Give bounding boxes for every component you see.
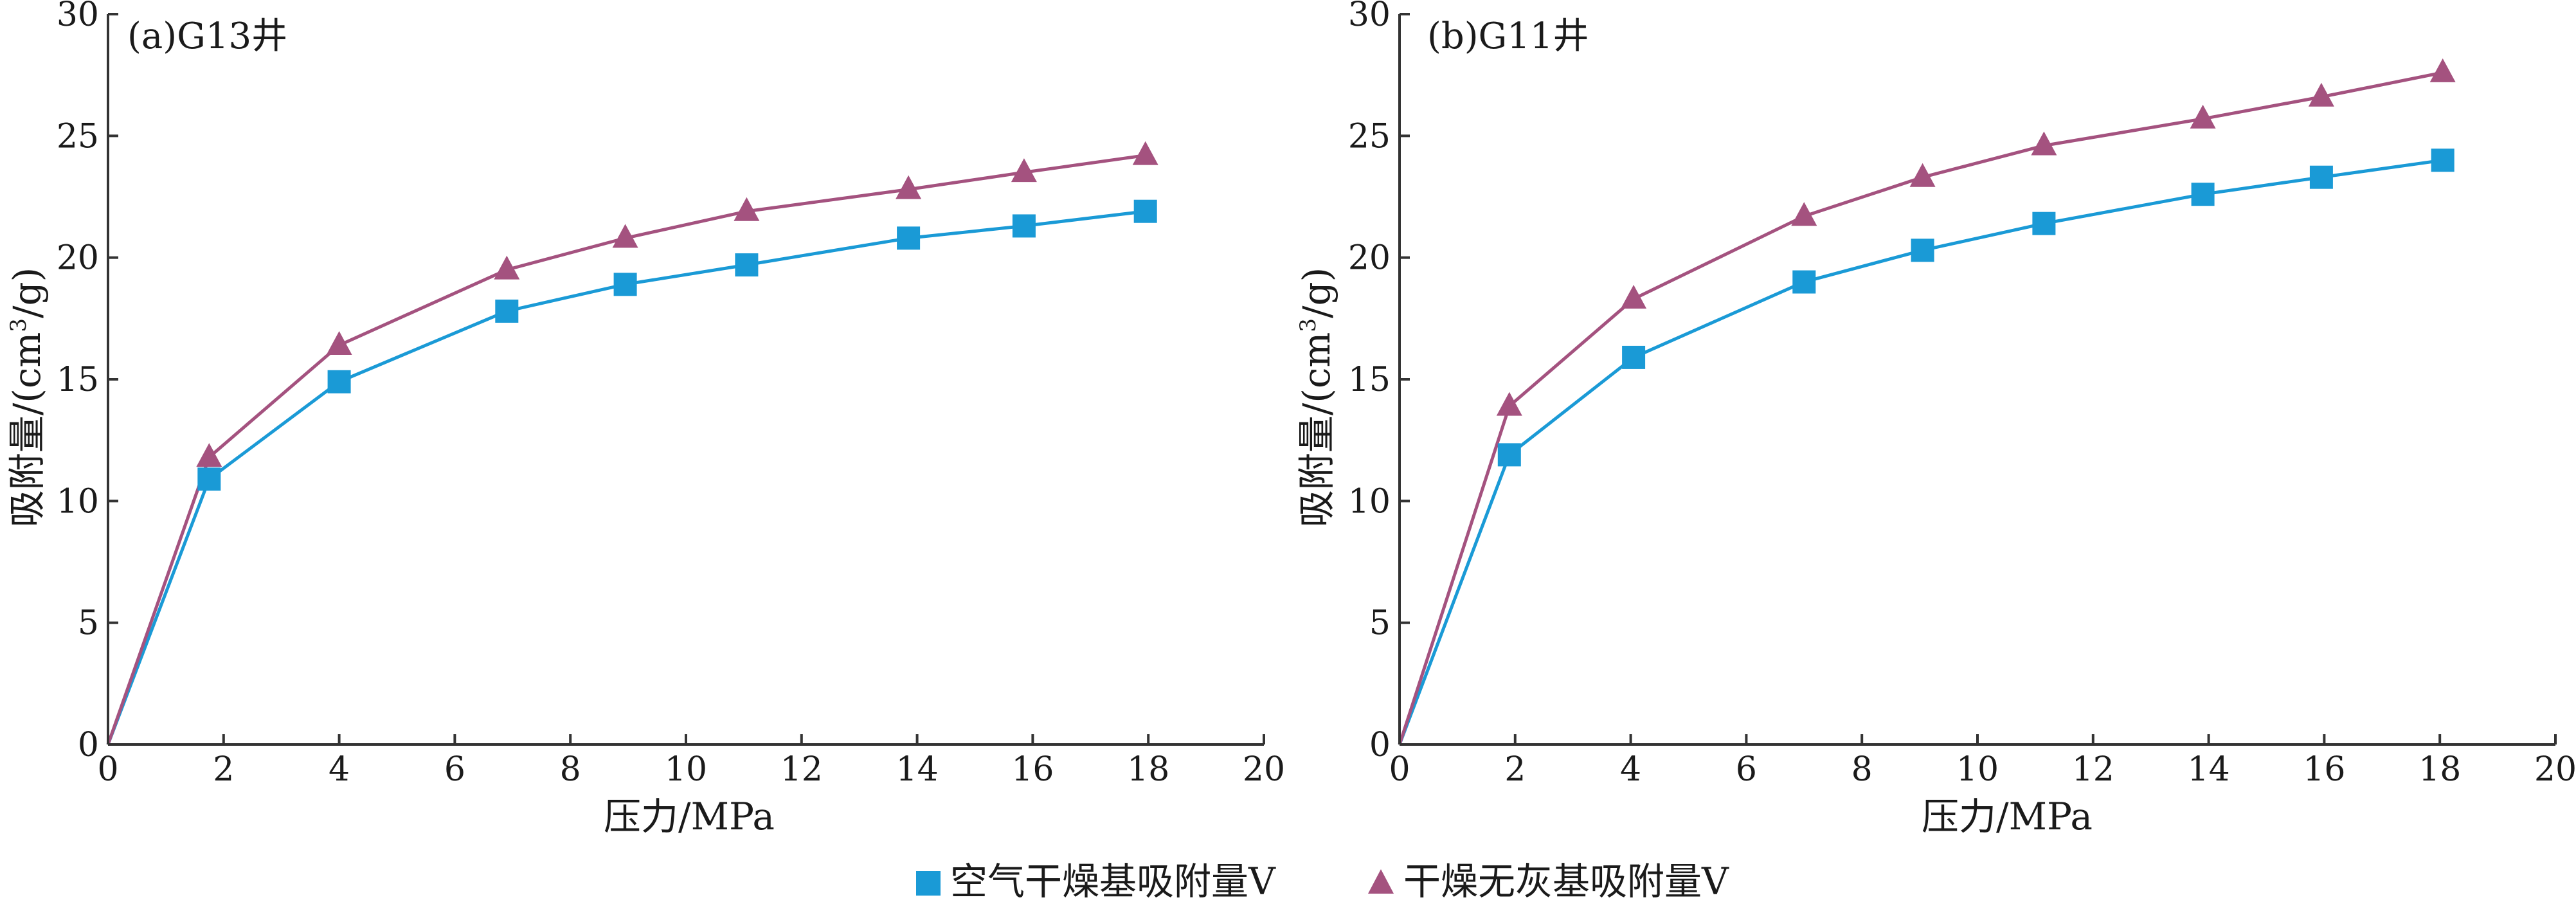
plot-b-marks bbox=[1398, 58, 2456, 745]
panel-a-x-tick-label: 0 bbox=[97, 750, 118, 789]
panel-b-series-1-point bbox=[1791, 202, 1817, 226]
panel-a-series-1-point bbox=[734, 197, 760, 221]
panel-b-series-0-point bbox=[1622, 345, 1646, 369]
legend-item-air-dry: 空气干燥基吸附量V bbox=[950, 860, 1276, 902]
panel-b-series-1-point bbox=[2190, 104, 2216, 129]
panel-b-y-tick-label: 0 bbox=[1369, 726, 1391, 764]
panel-a-x-axis-title: 压力/MPa bbox=[604, 795, 775, 838]
legend-triangle-marker bbox=[1368, 869, 1394, 894]
panel-b-y-axis-title-end: /g) bbox=[1295, 267, 1338, 318]
plot-a-marks bbox=[106, 141, 1158, 745]
panel-a-y-axis-title-main: 吸附量/(cm bbox=[5, 332, 49, 528]
panel-a-series-1-point bbox=[1011, 158, 1037, 183]
legend-square-marker bbox=[916, 871, 941, 896]
panel-b-series-1-point bbox=[2031, 131, 2057, 156]
panel-b-x-tick-label: 6 bbox=[1736, 750, 1757, 789]
plot-b-axes: 0 2 4 6 8 10 12 14 16 18 20 0 5 10 15 20 25 30 bbox=[1348, 0, 2576, 789]
panel-b-series-0-point bbox=[2032, 212, 2056, 235]
panel-a-x-tick-label: 18 bbox=[1127, 750, 1169, 789]
panel-b-x-tick-label: 2 bbox=[1504, 750, 1526, 789]
panel-b-x-tick-label: 4 bbox=[1620, 750, 1641, 789]
panel-b-x-axis-title: 压力/MPa bbox=[1922, 795, 2093, 838]
panel-a-series-1-point bbox=[196, 443, 222, 467]
panel-a-x-tick-label: 14 bbox=[896, 750, 939, 789]
legend-item-dry-ash-free: 干燥无灰基吸附量V bbox=[1403, 860, 1729, 902]
panel-b-x-tick-label: 10 bbox=[1956, 750, 1999, 789]
panel-a-series-0-point bbox=[1012, 214, 1036, 238]
panel-a-x-tick-label: 8 bbox=[560, 750, 581, 789]
panel-b-series-0-point bbox=[1497, 443, 1521, 467]
panel-a-series-0-point bbox=[495, 299, 519, 323]
panel-a-y-tick-label: 10 bbox=[57, 482, 99, 521]
panel-b-series-1-point bbox=[1621, 285, 1647, 309]
panel-b-series-0-point bbox=[2191, 183, 2215, 206]
panel-b-series-1-point bbox=[1496, 392, 1522, 416]
panel-b-series-0-point bbox=[1792, 270, 1816, 294]
panel-a-y-axis-title-superscript: 3 bbox=[6, 318, 32, 332]
panel-b-series-0-point bbox=[1911, 239, 1934, 262]
panel-b-y-tick-label: 20 bbox=[1348, 239, 1391, 278]
panel-b-series-1-point bbox=[2308, 82, 2334, 107]
panel-b-x-tick-label: 14 bbox=[2188, 750, 2230, 789]
panel-a-x-tick-label: 16 bbox=[1011, 750, 1054, 789]
panel-b-x-tick-label: 0 bbox=[1389, 750, 1410, 789]
panel-b-x-tick-label: 16 bbox=[2303, 750, 2345, 789]
panel-b-x-tick-label: 12 bbox=[2072, 750, 2114, 789]
plot-a-axes: 0 2 4 6 8 10 12 14 16 18 20 0 5 10 15 20 25 30 bbox=[57, 0, 1285, 789]
panel-a-series-1-point bbox=[612, 224, 638, 248]
panel-a-series-0-point bbox=[735, 253, 759, 277]
panel-b-x-tick-label: 18 bbox=[2418, 750, 2461, 789]
panel-a-y-tick-label: 15 bbox=[57, 361, 99, 399]
panel-a-label: (a)G13井 bbox=[127, 15, 287, 57]
panel-b-series-0-point bbox=[2309, 165, 2333, 189]
panel-b-y-tick-label: 10 bbox=[1348, 482, 1391, 521]
panel-b-label: (b)G11井 bbox=[1427, 15, 1589, 57]
panel-a-y-tick-label: 25 bbox=[57, 117, 99, 156]
panel-a-x-tick-label: 6 bbox=[444, 750, 465, 789]
legend: 空气干燥基吸附量V 干燥无灰基吸附量V bbox=[916, 860, 1729, 902]
panel-a-series-0-point bbox=[897, 226, 921, 250]
panel-b-y-tick-label: 15 bbox=[1348, 361, 1391, 399]
panel-a-series-1-point bbox=[896, 175, 922, 199]
panel-b-y-tick-label: 30 bbox=[1348, 0, 1391, 34]
panel-a-x-tick-label: 2 bbox=[213, 750, 234, 789]
panel-a-series-0-point bbox=[327, 370, 351, 393]
panel-b-series-1-point bbox=[1909, 163, 1936, 187]
panel-a-series-1-point bbox=[1132, 141, 1158, 165]
panel-a-y-tick-label: 30 bbox=[57, 0, 99, 34]
panel-a-y-tick-label: 20 bbox=[57, 239, 99, 278]
panel-a-x-tick-label: 12 bbox=[780, 750, 823, 789]
panel-b-y-tick-label: 25 bbox=[1348, 117, 1391, 156]
chart-panel-b: 0 2 4 6 8 10 12 14 16 18 20 0 5 10 15 20 25 30 (b)G11井 压力… bbox=[1295, 0, 2576, 838]
panel-b-y-axis-title-superscript: 3 bbox=[1295, 318, 1321, 332]
panel-a-series-0-point bbox=[1133, 199, 1157, 223]
panel-a-y-axis-title-end: /g) bbox=[5, 267, 49, 318]
panel-a-series-0-point bbox=[197, 467, 221, 491]
panel-a-series-0-point bbox=[613, 273, 637, 296]
panel-b-y-tick-label: 5 bbox=[1369, 604, 1391, 643]
panel-a-series-1-point bbox=[326, 330, 352, 355]
panel-a-x-tick-label: 10 bbox=[665, 750, 707, 789]
panel-a-y-axis-title: 吸附量/(cm3/g) bbox=[5, 267, 49, 528]
panel-b-series-0-point bbox=[2431, 149, 2454, 172]
panel-a-x-tick-label: 20 bbox=[1243, 750, 1285, 789]
panel-b-y-axis-title: 吸附量/(cm3/g) bbox=[1295, 267, 1338, 528]
panel-b-x-tick-label: 20 bbox=[2534, 750, 2576, 789]
panel-b-series-1-point bbox=[2429, 58, 2456, 82]
panel-b-y-axis-title-main: 吸附量/(cm bbox=[1295, 332, 1338, 528]
panel-a-y-tick-label: 0 bbox=[78, 726, 99, 764]
panel-b-x-tick-label: 8 bbox=[1851, 750, 1873, 789]
chart-panel-a: 0 2 4 6 8 10 12 14 16 18 20 0 5 10 15 20 25 30 (a)G13井 压力… bbox=[5, 0, 1285, 838]
panel-a-x-tick-label: 4 bbox=[329, 750, 350, 789]
panel-a-y-tick-label: 5 bbox=[78, 604, 99, 643]
panel-a-series-1-point bbox=[494, 255, 520, 280]
